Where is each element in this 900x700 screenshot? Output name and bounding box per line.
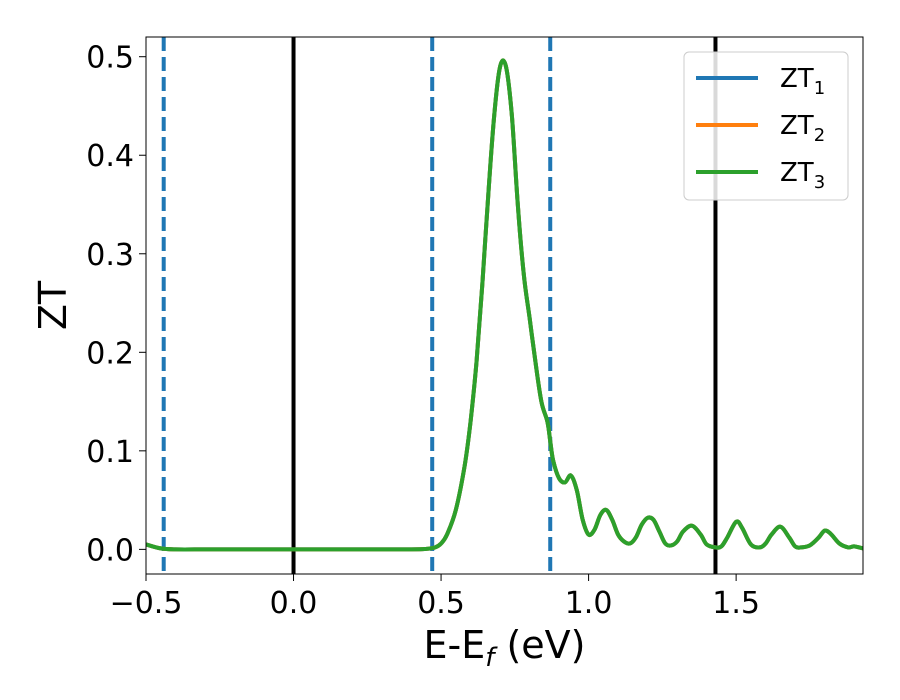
y-tick-label: 0.2 <box>86 336 134 371</box>
legend-label-zt1: ZT1 <box>780 64 825 99</box>
y-tick-label: 0.0 <box>86 533 134 568</box>
y-axis-label: ZT <box>31 280 75 330</box>
x-tick-label: 1.5 <box>712 586 760 621</box>
y-axis-ticks: 0.0 0.1 0.2 0.3 0.4 0.5 <box>86 41 146 568</box>
legend-label-zt3: ZT3 <box>780 158 825 193</box>
plot-frame <box>145 36 864 575</box>
x-axis-label: E-Ef (eV) <box>424 623 586 673</box>
y-tick-label: 0.3 <box>86 238 134 273</box>
x-tick-label: 0.0 <box>270 586 318 621</box>
x-axis-ticks: −0.5 0.0 0.5 1.0 1.5 <box>110 574 760 621</box>
series-line-zt3 <box>145 58 864 552</box>
x-tick-label: −0.5 <box>110 586 183 621</box>
x-tick-label: 1.0 <box>565 586 613 621</box>
y-tick-label: 0.1 <box>86 435 134 470</box>
y-tick-label: 0.5 <box>86 41 134 76</box>
y-tick-label: 0.4 <box>86 139 134 174</box>
x-tick-label: 0.5 <box>417 586 465 621</box>
legend: ZT1 ZT2 ZT3 <box>683 51 849 201</box>
legend-label-zt2: ZT2 <box>780 111 825 146</box>
legend-box <box>683 51 849 201</box>
series-lines <box>145 58 864 552</box>
